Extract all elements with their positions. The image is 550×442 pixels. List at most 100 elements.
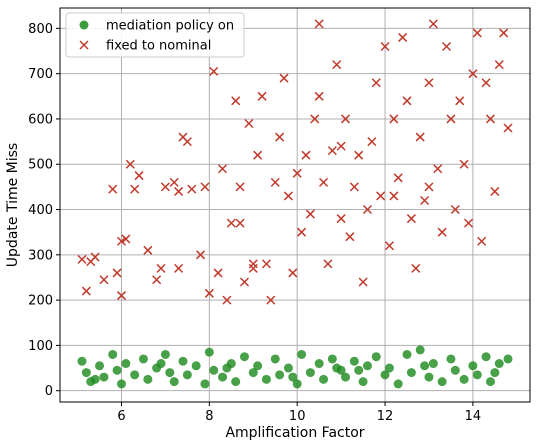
point-fixed-to-nominal <box>160 182 170 192</box>
point-mediation-policy-on <box>209 365 219 375</box>
point-mediation-policy-on <box>485 377 495 387</box>
point-fixed-to-nominal <box>297 227 307 237</box>
point-fixed-to-nominal <box>81 286 91 296</box>
series-layer <box>77 19 513 389</box>
point-mediation-policy-on <box>327 354 337 364</box>
point-mediation-policy-on <box>99 372 109 382</box>
point-fixed-to-nominal <box>169 177 179 187</box>
point-mediation-policy-on <box>283 363 293 373</box>
legend-box <box>65 12 245 58</box>
legend-marker-fixed <box>79 40 89 50</box>
point-fixed-to-nominal <box>446 114 456 124</box>
point-mediation-policy-on <box>288 372 298 382</box>
point-fixed-to-nominal <box>371 78 381 88</box>
point-mediation-policy-on <box>384 363 394 373</box>
point-fixed-to-nominal <box>270 177 280 187</box>
point-mediation-policy-on <box>112 365 122 375</box>
point-mediation-policy-on <box>253 361 263 371</box>
point-fixed-to-nominal <box>99 275 109 285</box>
point-fixed-to-nominal <box>402 96 412 106</box>
point-fixed-to-nominal <box>472 28 482 38</box>
point-fixed-to-nominal <box>406 214 416 224</box>
y-tick-label: 500 <box>28 158 53 173</box>
point-fixed-to-nominal <box>213 268 223 278</box>
point-fixed-to-nominal <box>481 78 491 88</box>
point-fixed-to-nominal <box>116 291 127 301</box>
point-mediation-policy-on <box>459 374 469 384</box>
y-tick-label: 800 <box>28 22 53 37</box>
point-fixed-to-nominal <box>450 204 460 215</box>
point-fixed-to-nominal <box>174 263 184 273</box>
point-mediation-policy-on <box>494 359 504 369</box>
point-fixed-to-nominal <box>367 137 377 147</box>
point-mediation-policy-on <box>380 370 390 380</box>
point-mediation-policy-on <box>138 354 148 364</box>
point-fixed-to-nominal <box>200 182 210 192</box>
point-mediation-policy-on <box>90 374 100 384</box>
point-mediation-policy-on <box>314 359 324 369</box>
y-tick-label: 300 <box>28 248 53 263</box>
point-mediation-policy-on <box>130 370 140 380</box>
point-fixed-to-nominal <box>332 60 342 70</box>
point-fixed-to-nominal <box>279 73 289 83</box>
x-tick-label: 12 <box>377 409 394 424</box>
point-fixed-to-nominal <box>349 182 359 192</box>
legend-label-fixed: fixed to nominal <box>106 39 211 54</box>
point-fixed-to-nominal <box>358 277 368 287</box>
point-fixed-to-nominal <box>301 150 311 160</box>
point-fixed-to-nominal <box>398 32 408 42</box>
point-fixed-to-nominal <box>182 137 192 147</box>
point-mediation-policy-on <box>319 374 329 384</box>
point-mediation-policy-on <box>143 374 153 384</box>
point-fixed-to-nominal <box>130 184 140 194</box>
point-mediation-policy-on <box>231 377 241 387</box>
point-fixed-to-nominal <box>319 177 329 187</box>
point-mediation-policy-on <box>481 352 491 362</box>
point-fixed-to-nominal <box>376 191 386 201</box>
point-fixed-to-nominal <box>187 184 197 194</box>
point-mediation-policy-on <box>248 368 258 378</box>
point-fixed-to-nominal <box>468 69 478 79</box>
point-fixed-to-nominal <box>261 259 271 269</box>
point-mediation-policy-on <box>169 377 179 387</box>
point-fixed-to-nominal <box>244 118 254 129</box>
point-fixed-to-nominal <box>336 141 346 151</box>
point-mediation-policy-on <box>420 361 430 371</box>
point-fixed-to-nominal <box>116 236 127 246</box>
point-fixed-to-nominal <box>499 28 509 38</box>
point-fixed-to-nominal <box>108 184 118 194</box>
point-mediation-policy-on <box>218 372 228 382</box>
point-mediation-policy-on <box>261 374 271 384</box>
point-mediation-policy-on <box>415 345 425 355</box>
point-fixed-to-nominal <box>437 227 447 237</box>
y-tick-label: 400 <box>28 203 53 218</box>
point-fixed-to-nominal <box>433 164 443 174</box>
point-mediation-policy-on <box>354 365 364 375</box>
x-tick-label: 6 <box>117 409 125 424</box>
point-fixed-to-nominal <box>420 195 430 206</box>
y-axis-label: Update Time Miss <box>5 143 21 267</box>
point-fixed-to-nominal <box>152 275 162 285</box>
point-mediation-policy-on <box>275 370 285 380</box>
point-fixed-to-nominal <box>239 277 250 287</box>
point-mediation-policy-on <box>165 368 175 378</box>
legend-marker-mediation <box>79 20 89 30</box>
point-mediation-policy-on <box>178 356 188 366</box>
point-fixed-to-nominal <box>77 254 87 264</box>
point-fixed-to-nominal <box>143 245 153 255</box>
point-mediation-policy-on <box>121 359 131 369</box>
point-mediation-policy-on <box>222 363 232 373</box>
point-fixed-to-nominal <box>235 218 245 228</box>
point-fixed-to-nominal <box>156 263 166 273</box>
point-fixed-to-nominal <box>217 164 228 174</box>
point-fixed-to-nominal <box>235 182 245 192</box>
point-mediation-policy-on <box>341 372 351 382</box>
point-mediation-policy-on <box>270 354 280 364</box>
point-mediation-policy-on <box>402 349 412 359</box>
point-mediation-policy-on <box>81 368 91 378</box>
point-fixed-to-nominal <box>305 209 315 219</box>
point-mediation-policy-on <box>468 361 478 371</box>
point-mediation-policy-on <box>239 352 249 362</box>
point-mediation-policy-on <box>349 356 359 366</box>
